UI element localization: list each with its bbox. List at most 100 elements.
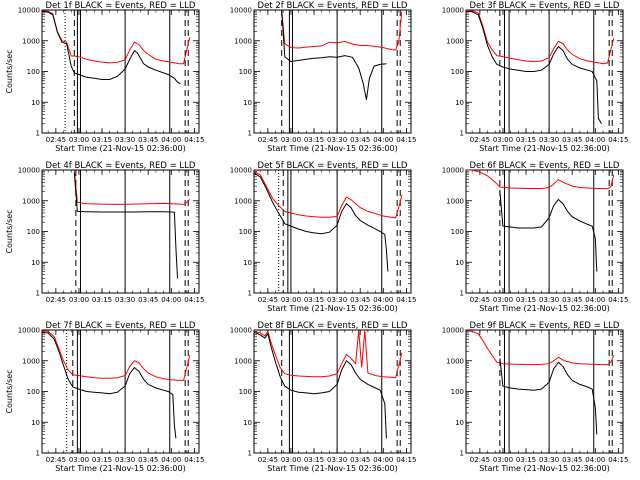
plot-area [466,170,615,293]
plot-frame [465,9,624,134]
y-tick-label: 10 [31,259,40,267]
panel-5: Det 5f BLACK = Events, RED = LLD 1 10 100 10… [230,161,417,313]
x-tick-label: 02:45 [46,136,66,144]
panel-1: Det 1f BLACK = Events, RED = LLD 1 10 100 10… [5,1,204,153]
x-tick-label: 03:30 [539,296,559,304]
y-tick-label: 10000 [230,7,252,15]
y-tick-label: 1 [460,450,464,458]
y-tick-label: 1000 [234,357,252,365]
y-tick-label: 100 [27,68,40,76]
y-tick-label: 10 [31,99,40,107]
x-tick-label: 03:45 [562,456,582,464]
x-tick-label: 04:15 [608,136,628,144]
x-tick-label: 04:00 [585,456,605,464]
x-tick-label: 04:00 [373,136,393,144]
panel-7: Det 7f BLACK = Events, RED = LLD 1 10 100 10… [5,321,204,473]
y-tick-label: 10 [455,99,464,107]
series-events-line [42,331,177,439]
x-tick-label: 03:45 [562,296,582,304]
plot-area [42,330,191,453]
x-tick-label: 04:00 [585,136,605,144]
series-events-line [466,10,602,124]
x-tick-label: 03:00 [69,136,89,144]
plot-area [466,10,615,133]
x-tick-label: 03:15 [304,296,324,304]
x-tick-label: 04:15 [184,456,204,464]
x-tick-label: 03:00 [69,456,89,464]
series-lld-line [73,170,191,205]
panel-title: Det 8f BLACK = Events, RED = LLD [258,321,408,331]
y-tick-label: 1000 [446,37,464,45]
plot-frame [253,169,412,294]
y-tick-label: 10000 [230,327,252,335]
series-events-line [499,191,598,272]
x-tick-label: 02:45 [470,456,490,464]
y-tick-label: 100 [27,228,40,236]
y-tick-label: 1 [248,130,252,138]
x-tick-label: 04:15 [608,456,628,464]
x-tick-label: 03:30 [115,136,135,144]
x-tick-label: 03:30 [327,456,347,464]
x-tick-label: 03:45 [562,136,582,144]
x-tick-label: 04:15 [396,136,416,144]
x-tick-label: 02:45 [46,296,66,304]
x-tick-label: 03:30 [539,456,559,464]
panel-title: Det 6f BLACK = Events, RED = LLD [470,161,620,171]
series-events-line [499,358,598,435]
y-tick-label: 10000 [442,167,464,175]
x-axis-label: Start Time (21-Nov-15 02:36:00) [267,304,397,313]
y-tick-label: 1 [460,130,464,138]
y-axis-label: Counts/sec [5,209,14,253]
x-tick-label: 04:00 [161,136,181,144]
panel-title: Det 7f BLACK = Events, RED = LLD [46,321,196,331]
series-lld-line [254,170,403,219]
panel-title: Det 3f BLACK = Events, RED = LLD [470,1,620,11]
x-tick-label: 03:30 [327,136,347,144]
y-tick-label: 100 [239,388,252,396]
x-tick-label: 04:15 [396,456,416,464]
x-tick-label: 03:45 [350,136,370,144]
x-tick-label: 02:45 [258,296,278,304]
x-tick-label: 02:45 [470,136,490,144]
y-axis-label: Counts/sec [5,49,14,93]
panel-title: Det 4f BLACK = Events, RED = LLD [46,161,196,171]
x-axis-label: Start Time (21-Nov-15 02:36:00) [55,144,185,153]
series-lld-line [42,10,191,65]
y-tick-label: 10 [243,419,252,427]
y-tick-label: 1000 [234,197,252,205]
series-events-line [254,172,389,272]
x-tick-label: 02:45 [470,296,490,304]
series-lld-line [42,330,191,381]
x-tick-label: 04:00 [585,296,605,304]
y-tick-label: 10 [243,259,252,267]
y-tick-label: 1000 [446,197,464,205]
x-tick-label: 03:00 [281,136,301,144]
x-tick-label: 03:30 [115,456,135,464]
x-tick-label: 03:15 [92,296,112,304]
series-lld-line [466,10,615,65]
y-tick-label: 10000 [442,327,464,335]
x-tick-label: 03:00 [281,296,301,304]
x-tick-label: 03:15 [516,136,536,144]
x-tick-label: 02:45 [258,136,278,144]
panel-title: Det 5f BLACK = Events, RED = LLD [258,161,408,171]
y-tick-label: 100 [27,388,40,396]
series-lld-line [466,170,615,190]
x-tick-label: 03:45 [138,136,158,144]
y-tick-label: 100 [451,228,464,236]
y-tick-label: 100 [451,388,464,396]
x-tick-label: 03:00 [281,456,301,464]
x-tick-label: 03:00 [493,456,513,464]
x-tick-label: 03:15 [92,456,112,464]
x-tick-label: 04:15 [608,296,628,304]
y-tick-label: 100 [239,68,252,76]
x-tick-label: 03:45 [138,456,158,464]
x-axis-label: Start Time (21-Nov-15 02:36:00) [479,304,609,313]
x-tick-label: 03:30 [327,296,347,304]
x-tick-label: 03:00 [493,136,513,144]
x-axis-label: Start Time (21-Nov-15 02:36:00) [55,464,185,473]
panel-title: Det 1f BLACK = Events, RED = LLD [46,1,196,11]
plot-area [73,170,191,293]
y-axis-label: Counts/sec [5,369,14,413]
x-tick-label: 03:15 [304,456,324,464]
